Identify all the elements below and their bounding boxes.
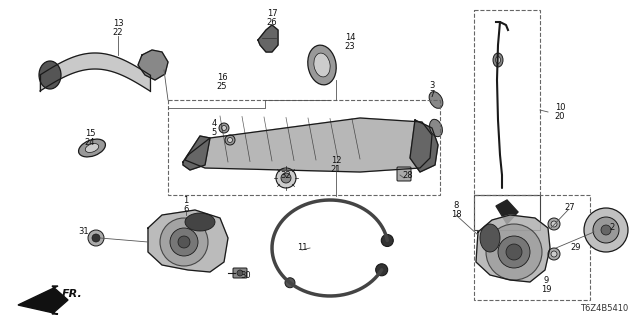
Circle shape — [381, 235, 394, 246]
Text: 3
7: 3 7 — [429, 81, 435, 99]
Text: FR.: FR. — [62, 289, 83, 299]
Bar — [474, 10, 540, 195]
Text: 14
23: 14 23 — [345, 33, 355, 51]
Bar — [474, 195, 540, 230]
Polygon shape — [476, 215, 550, 282]
Circle shape — [584, 208, 628, 252]
Text: 30: 30 — [241, 271, 252, 281]
Ellipse shape — [429, 119, 442, 137]
Text: 15
24: 15 24 — [84, 129, 95, 147]
Ellipse shape — [495, 57, 500, 63]
Bar — [168, 100, 440, 195]
Circle shape — [227, 138, 232, 142]
Text: 10
20: 10 20 — [555, 103, 565, 121]
Circle shape — [219, 123, 229, 133]
Text: 12
21: 12 21 — [331, 156, 341, 174]
Ellipse shape — [39, 61, 61, 89]
Polygon shape — [496, 200, 518, 224]
Text: 8
18: 8 18 — [451, 201, 461, 219]
Circle shape — [548, 218, 560, 230]
Circle shape — [486, 224, 542, 280]
Text: 17
26: 17 26 — [267, 9, 277, 27]
Circle shape — [601, 225, 611, 235]
Text: 31: 31 — [79, 228, 90, 236]
Text: 32: 32 — [281, 172, 291, 180]
Ellipse shape — [308, 45, 336, 85]
Polygon shape — [40, 53, 150, 91]
Circle shape — [178, 236, 190, 248]
Ellipse shape — [314, 53, 330, 77]
Polygon shape — [410, 120, 438, 172]
Ellipse shape — [85, 144, 99, 152]
Polygon shape — [18, 286, 68, 314]
Polygon shape — [138, 50, 168, 80]
Circle shape — [170, 228, 198, 256]
Circle shape — [237, 270, 243, 276]
FancyBboxPatch shape — [233, 268, 247, 278]
Bar — [474, 195, 590, 300]
Circle shape — [160, 218, 208, 266]
Ellipse shape — [185, 213, 215, 231]
Circle shape — [92, 234, 100, 242]
Circle shape — [593, 217, 619, 243]
Text: 2: 2 — [609, 223, 614, 233]
Text: 16
25: 16 25 — [217, 73, 227, 91]
Circle shape — [376, 264, 388, 276]
Text: 13
22: 13 22 — [113, 19, 124, 37]
Ellipse shape — [79, 139, 106, 157]
Polygon shape — [183, 136, 210, 170]
Polygon shape — [185, 118, 432, 172]
Circle shape — [276, 168, 296, 188]
Circle shape — [551, 221, 557, 227]
Circle shape — [548, 248, 560, 260]
Polygon shape — [258, 25, 278, 52]
Circle shape — [506, 244, 522, 260]
Polygon shape — [148, 210, 228, 272]
Text: 28: 28 — [403, 172, 413, 180]
Text: 27: 27 — [564, 204, 575, 212]
Text: 9
19: 9 19 — [541, 276, 551, 294]
Circle shape — [285, 278, 295, 288]
Circle shape — [225, 135, 235, 145]
Text: 29: 29 — [571, 244, 581, 252]
Text: 1
6: 1 6 — [183, 196, 189, 214]
Text: T6Z4B5410: T6Z4B5410 — [580, 304, 628, 313]
Text: 11: 11 — [297, 244, 307, 252]
Circle shape — [221, 125, 227, 131]
Ellipse shape — [480, 224, 500, 252]
Circle shape — [281, 173, 291, 183]
FancyBboxPatch shape — [397, 167, 411, 181]
Ellipse shape — [493, 53, 503, 67]
Text: 4
5: 4 5 — [211, 119, 216, 137]
Circle shape — [551, 251, 557, 257]
Circle shape — [88, 230, 104, 246]
Circle shape — [498, 236, 530, 268]
Ellipse shape — [429, 92, 443, 108]
